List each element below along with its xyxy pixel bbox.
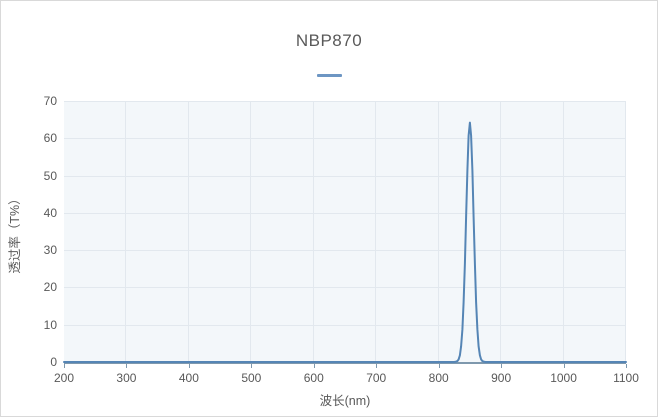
y-tick-label: 20	[43, 280, 57, 295]
y-tick-label: 70	[43, 94, 57, 108]
x-tick-label: 800	[428, 371, 449, 385]
legend	[1, 74, 657, 77]
y-tick-label: 60	[43, 131, 57, 146]
x-tick-mark	[251, 364, 252, 368]
x-tick-label: 300	[116, 371, 137, 385]
x-tick-mark	[501, 364, 502, 368]
x-tick-mark	[439, 364, 440, 368]
y-tick-label: 10	[43, 317, 57, 332]
y-tick-label: 30	[43, 243, 57, 258]
x-tick-mark	[564, 364, 565, 368]
y-tick-label: 0	[50, 355, 57, 369]
x-tick-label: 1100	[613, 371, 639, 385]
chart-title: NBP870	[295, 31, 363, 50]
x-tick-mark	[376, 364, 377, 368]
x-tick-mark	[189, 364, 190, 368]
x-tick-mark	[314, 364, 315, 368]
plot-area	[63, 101, 627, 364]
series-line	[63, 121, 627, 363]
x-tick-label: 1000	[550, 371, 577, 385]
x-tick-label: 500	[241, 371, 262, 385]
y-axis-title: 透过率（T%）	[8, 192, 22, 274]
x-tick-mark	[626, 364, 627, 368]
x-tick-label: 600	[303, 371, 324, 385]
legend-line-marker	[316, 74, 342, 77]
x-tick-mark	[126, 364, 127, 368]
x-tick-label: 900	[491, 371, 512, 385]
x-tick-label: 400	[178, 371, 199, 385]
x-axis-title: 波长(nm)	[319, 394, 371, 408]
x-tick-label: 700	[366, 371, 387, 385]
series-line-chart	[63, 101, 627, 363]
x-tick-mark	[64, 364, 65, 368]
x-tick-label: 200	[53, 371, 75, 385]
y-tick-label: 40	[43, 205, 57, 220]
y-tick-label: 50	[43, 168, 57, 183]
